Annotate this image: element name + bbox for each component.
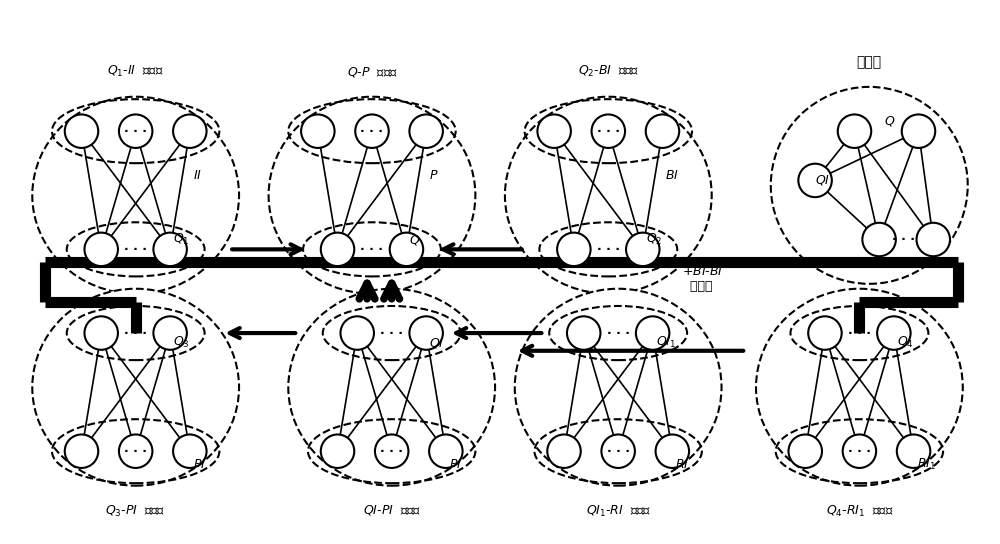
Circle shape <box>173 114 207 148</box>
Ellipse shape <box>32 97 239 294</box>
Circle shape <box>65 114 98 148</box>
Circle shape <box>153 233 187 266</box>
Circle shape <box>798 164 832 197</box>
Circle shape <box>340 316 374 350</box>
Ellipse shape <box>756 289 963 486</box>
Circle shape <box>409 114 443 148</box>
Text: 内核图: 内核图 <box>857 55 882 69</box>
Text: $RI$: $RI$ <box>675 458 689 471</box>
Text: $Q$: $Q$ <box>409 232 421 246</box>
Circle shape <box>592 114 625 148</box>
Text: · · ·: · · · <box>360 125 383 138</box>
Text: · · ·: · · · <box>607 326 630 339</box>
Circle shape <box>897 435 930 468</box>
Circle shape <box>601 435 635 468</box>
Circle shape <box>153 316 187 350</box>
Circle shape <box>119 114 152 148</box>
Text: · · ·: · · · <box>597 125 620 138</box>
Text: · · ·: · · · <box>124 243 147 256</box>
Circle shape <box>636 316 669 350</box>
Circle shape <box>375 435 408 468</box>
Text: $Q_4$-$RI_1$  二分图: $Q_4$-$RI_1$ 二分图 <box>826 503 893 518</box>
Circle shape <box>862 222 896 256</box>
Ellipse shape <box>288 289 495 486</box>
Text: $QI_1$-$RI$  二分图: $QI_1$-$RI$ 二分图 <box>586 503 651 518</box>
Circle shape <box>355 114 389 148</box>
Text: $PI$: $PI$ <box>449 458 462 471</box>
Circle shape <box>84 316 118 350</box>
Text: $QI$: $QI$ <box>429 336 444 350</box>
Circle shape <box>902 114 935 148</box>
Ellipse shape <box>269 97 475 294</box>
Circle shape <box>646 114 679 148</box>
Circle shape <box>547 435 581 468</box>
Circle shape <box>537 114 571 148</box>
Circle shape <box>119 435 152 468</box>
Text: · · ·: · · · <box>597 243 620 256</box>
Text: · · ·: · · · <box>380 326 403 339</box>
Text: $RI_1$: $RI_1$ <box>917 456 936 472</box>
Text: $QI$: $QI$ <box>815 174 830 188</box>
Text: · · ·: · · · <box>124 125 147 138</box>
Circle shape <box>301 114 335 148</box>
Text: $QI_1$: $QI_1$ <box>656 335 676 350</box>
Circle shape <box>429 435 463 468</box>
Text: $PI$: $PI$ <box>193 458 206 471</box>
Circle shape <box>917 222 950 256</box>
Circle shape <box>567 316 600 350</box>
Ellipse shape <box>515 289 722 486</box>
Circle shape <box>390 233 423 266</box>
Text: $Q_1$-$II$  二分图: $Q_1$-$II$ 二分图 <box>107 64 164 79</box>
Circle shape <box>838 114 871 148</box>
Circle shape <box>84 233 118 266</box>
Ellipse shape <box>505 97 712 294</box>
Ellipse shape <box>32 289 239 486</box>
Circle shape <box>321 435 354 468</box>
Text: $Q$: $Q$ <box>884 114 895 128</box>
Text: · · ·: · · · <box>380 444 403 458</box>
Text: · · ·: · · · <box>892 233 915 246</box>
Text: $Q_3$-$PI$  二分图: $Q_3$-$PI$ 二分图 <box>105 503 166 518</box>
Circle shape <box>173 435 207 468</box>
Circle shape <box>321 233 354 266</box>
Circle shape <box>65 435 98 468</box>
Circle shape <box>557 233 591 266</box>
Circle shape <box>771 87 968 284</box>
Circle shape <box>626 233 660 266</box>
Text: $P$: $P$ <box>429 169 439 182</box>
Text: · · ·: · · · <box>360 243 383 256</box>
Circle shape <box>808 316 842 350</box>
Text: $II$: $II$ <box>193 169 202 182</box>
Text: $Q_3$: $Q_3$ <box>173 335 190 350</box>
Text: $Q_2$-$BI$  二分图: $Q_2$-$BI$ 二分图 <box>578 64 639 79</box>
Circle shape <box>789 435 822 468</box>
Text: $Q_2$: $Q_2$ <box>646 232 662 247</box>
Text: $BI$: $BI$ <box>665 169 679 182</box>
Text: · · ·: · · · <box>124 326 147 339</box>
Circle shape <box>843 435 876 468</box>
Text: $Q$-$P$  二分图: $Q$-$P$ 二分图 <box>347 65 397 79</box>
Text: $Q_4$: $Q_4$ <box>897 335 914 350</box>
Text: · · ·: · · · <box>607 444 630 458</box>
Text: · · ·: · · · <box>124 444 147 458</box>
Circle shape <box>656 435 689 468</box>
Text: · · ·: · · · <box>848 444 871 458</box>
Text: $Q_1$: $Q_1$ <box>173 232 190 247</box>
Circle shape <box>409 316 443 350</box>
Text: $QI$-$PI$  二分图: $QI$-$PI$ 二分图 <box>363 503 421 517</box>
Text: · · ·: · · · <box>848 326 871 339</box>
Text: +$BI$-$BI$
  匹配图: +$BI$-$BI$ 匹配图 <box>682 265 723 293</box>
Circle shape <box>877 316 911 350</box>
